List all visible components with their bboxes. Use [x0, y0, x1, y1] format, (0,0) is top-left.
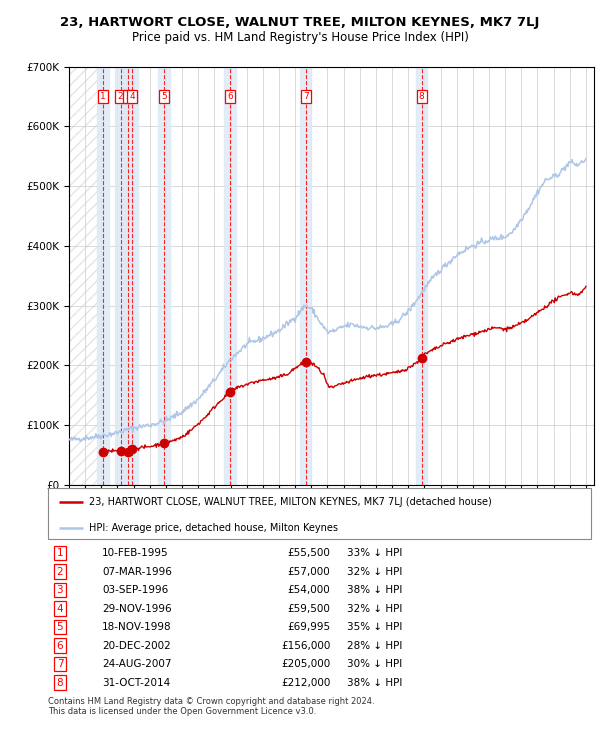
Text: 3: 3 — [56, 585, 63, 595]
Text: 38% ↓ HPI: 38% ↓ HPI — [347, 585, 402, 595]
Text: £212,000: £212,000 — [281, 678, 331, 687]
Text: HPI: Average price, detached house, Milton Keynes: HPI: Average price, detached house, Milt… — [89, 522, 338, 533]
Text: £156,000: £156,000 — [281, 641, 331, 650]
Text: 33% ↓ HPI: 33% ↓ HPI — [347, 548, 402, 558]
Text: 6: 6 — [56, 641, 63, 650]
Text: 23, HARTWORT CLOSE, WALNUT TREE, MILTON KEYNES, MK7 7LJ (detached house): 23, HARTWORT CLOSE, WALNUT TREE, MILTON … — [89, 497, 491, 508]
Bar — [115, 67, 126, 485]
Text: 3: 3 — [125, 92, 131, 101]
Text: 7: 7 — [303, 92, 308, 101]
Text: 5: 5 — [56, 622, 63, 632]
Text: £69,995: £69,995 — [287, 622, 331, 632]
Text: 32% ↓ HPI: 32% ↓ HPI — [347, 567, 402, 576]
Text: 03-SEP-1996: 03-SEP-1996 — [103, 585, 169, 595]
Text: 07-MAR-1996: 07-MAR-1996 — [103, 567, 172, 576]
Text: 38% ↓ HPI: 38% ↓ HPI — [347, 678, 402, 687]
Text: 4: 4 — [56, 604, 63, 613]
Text: 6: 6 — [227, 92, 233, 101]
Text: £55,500: £55,500 — [287, 548, 331, 558]
Text: £54,000: £54,000 — [287, 585, 331, 595]
Text: 10-FEB-1995: 10-FEB-1995 — [103, 548, 169, 558]
Text: 1: 1 — [100, 92, 106, 101]
Text: Contains HM Land Registry data © Crown copyright and database right 2024.
This d: Contains HM Land Registry data © Crown c… — [48, 697, 374, 716]
Text: 8: 8 — [56, 678, 63, 687]
Bar — [97, 67, 109, 485]
Text: 35% ↓ HPI: 35% ↓ HPI — [347, 622, 402, 632]
Text: 23, HARTWORT CLOSE, WALNUT TREE, MILTON KEYNES, MK7 7LJ: 23, HARTWORT CLOSE, WALNUT TREE, MILTON … — [61, 16, 539, 30]
Text: £59,500: £59,500 — [287, 604, 331, 613]
Text: 7: 7 — [56, 659, 63, 669]
Text: 28% ↓ HPI: 28% ↓ HPI — [347, 641, 402, 650]
Text: 32% ↓ HPI: 32% ↓ HPI — [347, 604, 402, 613]
Bar — [158, 67, 170, 485]
Text: 18-NOV-1998: 18-NOV-1998 — [103, 622, 172, 632]
Text: 24-AUG-2007: 24-AUG-2007 — [103, 659, 172, 669]
Text: 29-NOV-1996: 29-NOV-1996 — [103, 604, 172, 613]
Bar — [122, 67, 134, 485]
Text: Price paid vs. HM Land Registry's House Price Index (HPI): Price paid vs. HM Land Registry's House … — [131, 31, 469, 44]
Text: 30% ↓ HPI: 30% ↓ HPI — [347, 659, 402, 669]
Text: 1: 1 — [56, 548, 63, 558]
Text: £57,000: £57,000 — [287, 567, 331, 576]
Bar — [224, 67, 236, 485]
Bar — [416, 67, 427, 485]
Text: 5: 5 — [161, 92, 167, 101]
FancyBboxPatch shape — [48, 488, 591, 539]
Text: 8: 8 — [419, 92, 425, 101]
Text: 2: 2 — [118, 92, 124, 101]
Text: 4: 4 — [130, 92, 135, 101]
Text: 2: 2 — [56, 567, 63, 576]
Bar — [127, 67, 138, 485]
Bar — [300, 67, 311, 485]
Text: 20-DEC-2002: 20-DEC-2002 — [103, 641, 171, 650]
Text: 31-OCT-2014: 31-OCT-2014 — [103, 678, 170, 687]
Text: £205,000: £205,000 — [281, 659, 331, 669]
